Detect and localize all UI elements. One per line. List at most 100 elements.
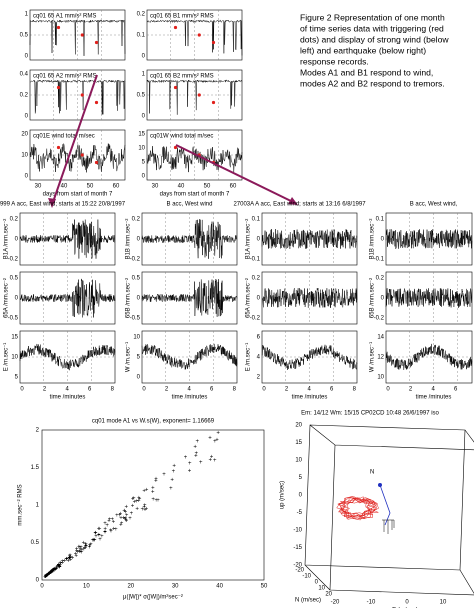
y-tick-label: 0	[137, 375, 141, 381]
scatter-point: +	[46, 572, 50, 578]
scatter-point: +	[43, 575, 47, 581]
scatter-point: +	[43, 575, 47, 581]
y-axis-label: 65B /mm.sec⁻²	[126, 278, 132, 318]
scatter-point: +	[77, 545, 81, 551]
y-tick-label: 0	[142, 54, 146, 60]
panel-label: cq01 65 A1 mm/s² RMS	[33, 14, 96, 20]
scatter-point: +	[47, 571, 51, 577]
scatter-point: +	[142, 489, 146, 495]
marker-label: N	[370, 470, 374, 476]
scatter-point: +	[84, 546, 88, 552]
scatter-point: +	[105, 523, 109, 529]
x-tick-label: 30	[172, 584, 179, 590]
scatter-point: +	[112, 520, 116, 526]
scatter-point: +	[71, 556, 75, 562]
scatter-point: +	[123, 508, 127, 514]
scatter-point: +	[88, 543, 92, 549]
scatter-point: +	[48, 570, 52, 576]
record-title: 27003A A acc, East wind; starts at 13:16…	[233, 202, 366, 208]
y-axis-label: E /m.sec⁻¹	[246, 343, 252, 372]
trigger-dot	[173, 25, 178, 30]
scatter-point: +	[43, 575, 47, 581]
scatter-point: +	[94, 534, 98, 540]
arrow	[51, 74, 98, 206]
panel-frame	[41, 429, 265, 581]
y-tick-label: 14	[377, 335, 384, 341]
scatter-point: +	[121, 516, 125, 522]
scatter-point: +	[115, 513, 119, 519]
scatter-point: +	[88, 543, 92, 549]
scatter-point: +	[44, 574, 48, 580]
z-tick-label: -15	[293, 545, 302, 551]
y-tick-label: 12	[377, 355, 384, 361]
trace	[146, 79, 243, 115]
scatter-point: +	[43, 575, 47, 581]
scatter-point: +	[109, 528, 113, 534]
scatter-point: +	[92, 538, 96, 544]
caption-line: Modes A1 and B1 respond to wind,	[300, 67, 433, 77]
scatter-point: +	[49, 570, 53, 576]
trace	[146, 19, 243, 56]
scatter-point: +	[135, 499, 139, 505]
scatter-point: +	[44, 574, 48, 580]
x-tick-label: 0	[40, 584, 44, 590]
scatter-point: +	[52, 566, 56, 572]
scatter-point: +	[52, 568, 56, 574]
scatter-point: +	[82, 541, 86, 547]
y-tick-label: 0	[142, 114, 146, 120]
y-tick-label: 0.2	[252, 276, 261, 282]
scatter-point: +	[154, 498, 158, 504]
orbit-trace	[336, 496, 380, 521]
scatter-point: +	[45, 573, 49, 579]
trigger-dot	[94, 40, 99, 45]
scatter-point: +	[45, 573, 49, 579]
scatter-point: +	[141, 507, 145, 513]
n-tick-label: 0	[315, 580, 319, 586]
x-tick-label: 30	[35, 184, 42, 190]
scatter-point: +	[54, 567, 58, 573]
x-tick-label: 0	[262, 387, 266, 393]
scatter-point: +	[50, 569, 54, 575]
scatter-point: +	[45, 573, 49, 579]
panel-label: cq01 65 B2 mm/s² RMS	[150, 74, 214, 80]
scatter-point: +	[107, 518, 111, 524]
scatter-point: +	[193, 444, 197, 450]
scatter-point: +	[61, 561, 65, 567]
scatter-point: +	[83, 545, 87, 551]
scatter-point: +	[57, 563, 61, 569]
y-axis-label: B1B /mm.sec⁻²	[370, 219, 376, 260]
panel-label: cq01 65 A2 mm/s² RMS	[33, 74, 96, 80]
scatter-point: +	[48, 571, 52, 577]
scatter-point: +	[78, 547, 82, 553]
scatter-point: +	[142, 505, 146, 511]
scatter-point: +	[43, 575, 47, 581]
scatter-point: +	[50, 569, 54, 575]
scatter-point: +	[44, 574, 48, 580]
scatter-point: +	[124, 518, 128, 524]
scatter-point: +	[216, 431, 220, 437]
trace	[261, 287, 358, 309]
y-tick-label: 0	[257, 296, 261, 302]
scatter-point: +	[43, 575, 47, 581]
x-axis-label: days from start of month 7	[160, 192, 230, 198]
scatter-point: +	[46, 572, 50, 578]
z-tick-label: -5	[297, 510, 303, 516]
y-tick-label: 0.5	[10, 276, 19, 282]
scatter-point: +	[69, 554, 73, 560]
y-tick-label: 0.2	[20, 93, 29, 99]
trace	[141, 343, 238, 370]
y-tick-label: 0	[257, 237, 261, 243]
scatter-point: +	[97, 533, 101, 539]
scatter-point: +	[43, 575, 47, 581]
y-tick-label: 0	[15, 296, 19, 302]
scatter-point: +	[66, 558, 70, 564]
scatter-point: +	[50, 570, 54, 576]
scatter-point: +	[58, 561, 62, 567]
caption-line: left) and earthquake (below right)	[300, 45, 426, 55]
n-tick-label: -20	[295, 568, 304, 574]
scatter-point: +	[138, 497, 142, 503]
x-tick-label: 30	[152, 184, 159, 190]
trigger-dot	[197, 93, 201, 97]
scatter-point: +	[79, 545, 83, 551]
sensor	[382, 519, 395, 534]
